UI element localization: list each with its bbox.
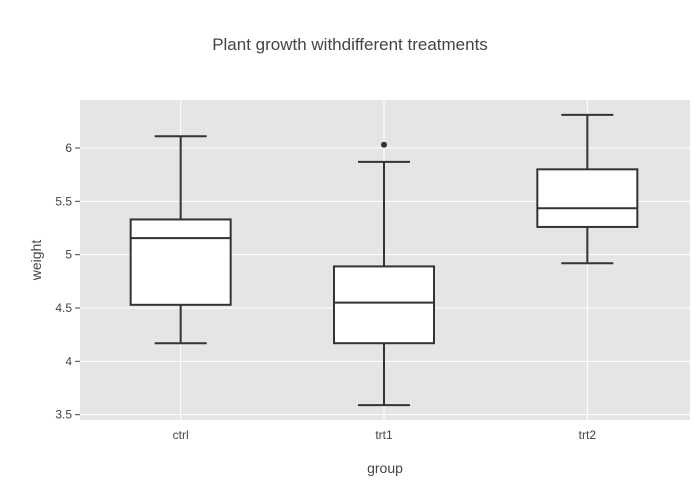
y-tick-label: 5.5 <box>55 194 72 208</box>
box-iqr <box>536 168 639 228</box>
box-iqr <box>129 218 232 306</box>
box-trt2 <box>536 113 639 265</box>
x-tick-label: trt1 <box>375 428 393 442</box>
boxes <box>129 113 639 407</box>
x-tick-label: trt2 <box>579 428 597 442</box>
x-axis-ticks: ctrl trt1 trt2 <box>173 428 597 442</box>
y-axis-label: weight <box>28 240 44 282</box>
box-ctrl <box>129 135 232 345</box>
y-tick-label: 4.5 <box>55 301 72 315</box>
y-tick-label: 3.5 <box>55 408 72 422</box>
chart-title: Plant growth withdifferent treatments <box>212 35 488 54</box>
y-tick-label: 4 <box>65 354 72 368</box>
x-axis-label: group <box>367 460 403 476</box>
x-tick-label: ctrl <box>173 428 189 442</box>
box-iqr <box>333 265 435 345</box>
outlier-point <box>381 141 387 148</box>
y-tick-label: 6 <box>65 141 72 155</box>
box-trt1 <box>333 141 435 407</box>
y-tick-label: 5 <box>65 248 72 262</box>
y-axis-ticks: 3.5 4 4.5 5 5.5 6 <box>55 141 80 422</box>
